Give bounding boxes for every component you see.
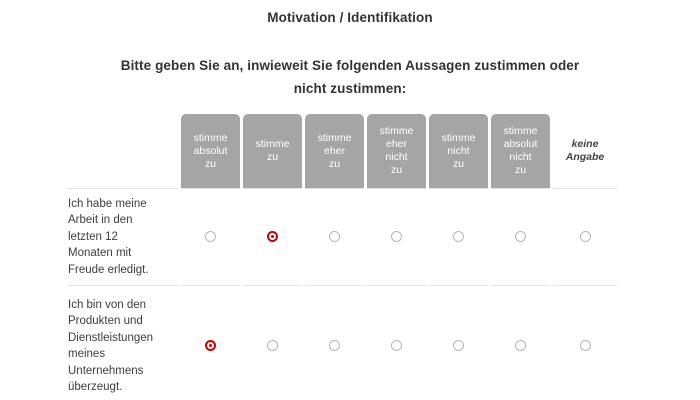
- radio-row0-keine-angabe[interactable]: [579, 231, 591, 243]
- page-title: Motivation / Identifikation: [267, 10, 433, 25]
- question-instruction: Bitte geben Sie an, inwieweit Sie folgen…: [120, 58, 580, 96]
- radio-row0-stimme-zu[interactable]: [267, 231, 278, 243]
- radio-row0-stimme-eher-nicht-zu[interactable]: [391, 231, 402, 243]
- radio-row1-keine-angabe[interactable]: [579, 340, 591, 352]
- table-row: Ich habe meine Arbeit in den letzten 12 …: [68, 189, 617, 286]
- radio-row0-stimme-eher-zu[interactable]: [329, 231, 340, 243]
- radio-row1-stimme-eher-zu[interactable]: [329, 340, 340, 352]
- column-header-stimme-zu: stimme zu: [243, 114, 302, 188]
- radio-row1-stimme-zu[interactable]: [267, 340, 278, 352]
- row-statement: Ich bin von den Produkten und Dienstleis…: [68, 298, 154, 394]
- radio-row1-stimme-nicht-zu[interactable]: [453, 340, 464, 352]
- matrix-question-table: stimme absolut zu stimme zu stimme eher zu st…: [65, 114, 620, 400]
- radio-row1-stimme-eher-nicht-zu[interactable]: [391, 340, 402, 352]
- radio-row0-stimme-nicht-zu[interactable]: [453, 231, 464, 243]
- row-statement: Ich habe meine Arbeit in den letzten 12 …: [68, 189, 178, 286]
- radio-row1-stimme-absolut-zu[interactable]: [205, 340, 216, 352]
- radio-row0-stimme-absolut-nicht-zu[interactable]: [515, 231, 526, 243]
- radio-row0-stimme-absolut-zu[interactable]: [205, 231, 216, 243]
- column-header-stimme-absolut-zu: stimme absolut zu: [181, 114, 240, 188]
- column-header-stimme-eher-zu: stimme eher zu: [305, 114, 364, 188]
- column-header-keine-angabe: keine Angabe: [565, 138, 605, 163]
- column-header-stimme-absolut-nicht-zu: stimme absolut nicht zu: [491, 114, 550, 188]
- survey-page: Motivation / Identifikation Bitte geben …: [0, 11, 700, 400]
- matrix-header-stub: [68, 114, 178, 189]
- column-header-stimme-nicht-zu: stimme nicht zu: [429, 114, 488, 188]
- column-header-stimme-eher-nicht-zu: stimme eher nicht zu: [367, 114, 426, 188]
- matrix-header-row: stimme absolut zu stimme zu stimme eher zu st…: [68, 114, 617, 189]
- table-row: Ich bin von den Produkten und Dienstleis…: [68, 286, 617, 400]
- radio-row1-stimme-absolut-nicht-zu[interactable]: [515, 340, 526, 352]
